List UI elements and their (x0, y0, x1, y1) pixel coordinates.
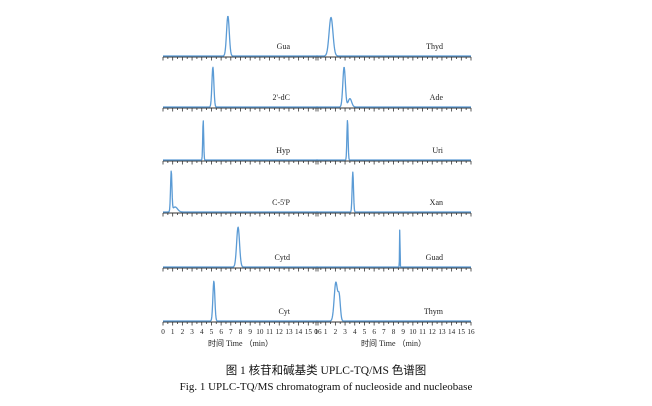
trace-ade (315, 66, 472, 108)
tick-label-thym: 16 (467, 328, 475, 336)
tick-label-thym: 12 (429, 328, 437, 336)
trace-thyd (315, 16, 472, 57)
panel-label-thym: Thym (424, 307, 444, 316)
tick-label-cyt: 0 (161, 328, 165, 336)
panel-label-ade: Ade (430, 93, 444, 102)
panel-label-gua: Gua (277, 42, 291, 51)
tick-label-cyt: 2 (181, 328, 185, 336)
trace-2-dc (162, 66, 319, 108)
tick-label-thym: 5 (363, 328, 367, 336)
tick-label-thym: 6 (372, 328, 376, 336)
tick-label-cyt: 16 (314, 328, 322, 336)
tick-label-cyt: 11 (266, 328, 273, 336)
tick-label-cyt: 12 (276, 328, 284, 336)
trace-c-5-p (162, 170, 319, 213)
tick-label-cyt: 9 (248, 328, 252, 336)
tick-label-thym: 13 (438, 328, 446, 336)
tick-label-cyt: 13 (285, 328, 293, 336)
tick-label-cyt: 14 (295, 328, 303, 336)
panel-label-2-dc: 2'-dC (273, 93, 290, 102)
trace-xan (315, 171, 472, 213)
trace-guad (315, 229, 472, 268)
tick-label-cyt: 3 (190, 328, 194, 336)
x-axis-title-cyt: 时间 Time （min） (208, 338, 273, 348)
tick-label-thym: 2 (334, 328, 338, 336)
tick-label-thym: 4 (353, 328, 357, 336)
tick-label-thym: 11 (419, 328, 426, 336)
tick-label-cyt: 15 (305, 328, 313, 336)
tick-label-thym: 10 (409, 328, 417, 336)
tick-label-thym: 15 (458, 328, 466, 336)
trace-thym (315, 281, 472, 322)
tick-label-cyt: 6 (219, 328, 223, 336)
panel-label-cytd: Cytd (274, 253, 290, 262)
tick-label-thym: 9 (401, 328, 405, 336)
trace-hyp (162, 120, 319, 161)
tick-label-thym: 8 (392, 328, 396, 336)
tick-label-cyt: 8 (239, 328, 243, 336)
panel-label-xan: Xan (430, 198, 443, 207)
tick-label-thym: 0 (314, 328, 318, 336)
tick-label-thym: 14 (448, 328, 456, 336)
panel-label-guad: Guad (426, 253, 443, 262)
tick-label-cyt: 7 (229, 328, 233, 336)
panel-label-thyd: Thyd (426, 42, 443, 51)
panel-label-uri: Uri (432, 146, 443, 155)
figure-caption-english: Fig. 1 UPLC-TQ/MS chromatogram of nucleo… (179, 381, 473, 393)
tick-label-cyt: 10 (256, 328, 264, 336)
x-axis-title-thym: 时间 Time （min） (361, 338, 426, 348)
panel-label-hyp: Hyp (276, 146, 290, 155)
tick-label-thym: 3 (343, 328, 347, 336)
trace-gua (162, 15, 319, 57)
tick-label-thym: 7 (382, 328, 386, 336)
tick-label-cyt: 4 (200, 328, 204, 336)
trace-cyt (162, 280, 319, 322)
panel-label-c-5-p: C-5'P (272, 198, 290, 207)
trace-cytd (162, 226, 319, 268)
tick-label-cyt: 1 (171, 328, 175, 336)
tick-label-cyt: 5 (210, 328, 214, 336)
trace-uri (315, 120, 472, 161)
tick-label-thym: 1 (324, 328, 328, 336)
panel-label-cyt: Cyt (278, 307, 290, 316)
figure-caption-chinese: 图 1 核苷和碱基类 UPLC-TQ/MS 色谱图 (225, 365, 427, 377)
